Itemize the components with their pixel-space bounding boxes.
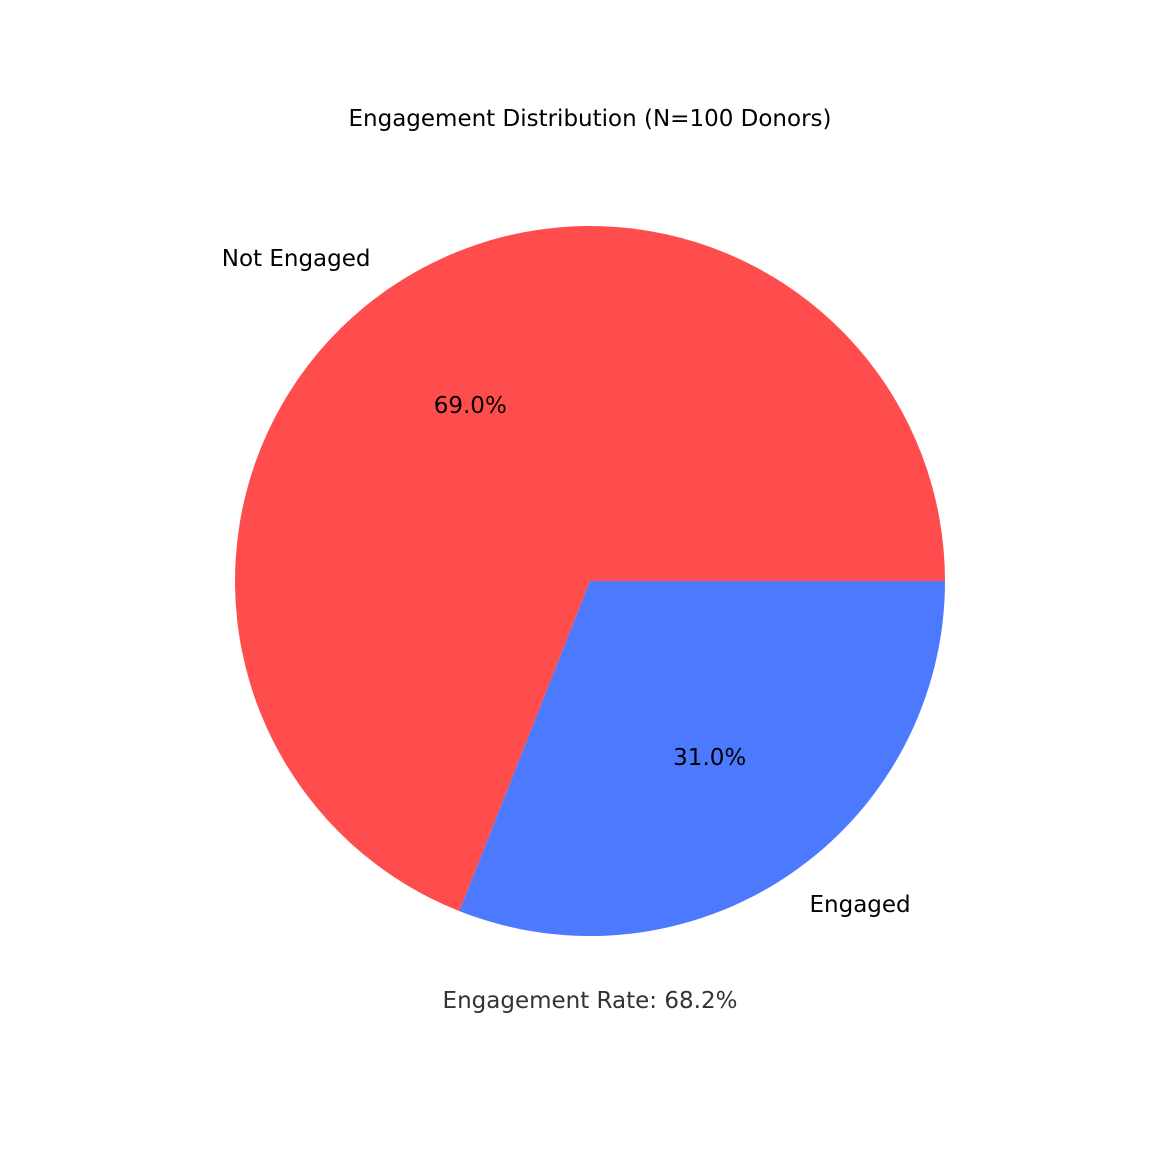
slice-category-label: Not Engaged <box>222 246 371 272</box>
engagement-rate-annotation: Engagement Rate: 68.2% <box>443 988 738 1014</box>
slice-category-label: Engaged <box>809 892 910 918</box>
pie-slice-not-engaged <box>235 226 946 912</box>
pie-slices <box>235 226 946 936</box>
slice-percent-label: 69.0% <box>434 393 507 419</box>
slice-percent-label: 31.0% <box>673 745 746 771</box>
pie-slice-engaged <box>459 581 945 936</box>
pie-labels: 31.0% Engaged 69.0% Not Engaged <box>222 246 911 918</box>
chart-title: Engagement Distribution (N=100 Donors) <box>348 106 831 132</box>
